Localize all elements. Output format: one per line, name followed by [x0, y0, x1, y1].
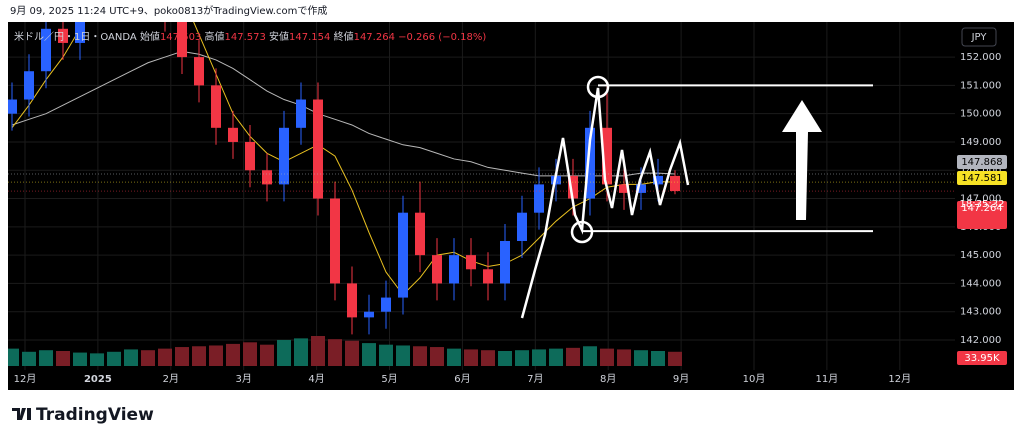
countdown: 18:35:32: [960, 199, 1005, 210]
volume-bar: [260, 345, 274, 366]
volume-bar: [90, 353, 104, 366]
y-tick-label: 144.000: [960, 278, 1001, 289]
volume-bar: [447, 349, 461, 366]
candle-body: [194, 57, 204, 85]
candle-body: [483, 269, 493, 283]
y-tick-label: 145.000: [960, 250, 1001, 261]
candle-body: [670, 176, 680, 191]
x-tick-label: 2月: [163, 373, 179, 385]
candle-body: [381, 298, 391, 312]
candle-body: [245, 142, 255, 170]
y-tick-label: 149.000: [960, 137, 1001, 148]
volume-bar: [481, 350, 495, 366]
candle-body: [24, 71, 34, 99]
y-tick-label: 142.000: [960, 335, 1001, 346]
volume-bar: [566, 348, 580, 366]
volume-bar: [209, 345, 223, 366]
x-tick-label: 3月: [236, 373, 252, 385]
chart-panel: [8, 22, 1014, 390]
volume-bar: [651, 351, 665, 366]
volume-bar: [124, 349, 138, 366]
candle-body: [313, 100, 323, 199]
x-tick-label: 7月: [527, 373, 543, 385]
y-tick-label: 152.000: [960, 52, 1001, 63]
volume-bar: [464, 349, 478, 366]
candle-body: [432, 255, 442, 283]
x-tick-label: 11月: [816, 373, 839, 385]
candle-body: [500, 241, 510, 283]
candle-body: [466, 255, 476, 269]
x-tick-label: 2025: [84, 374, 112, 385]
x-tick-label: 10月: [743, 373, 766, 385]
x-tick-label: 9月: [673, 373, 689, 385]
x-tick-label: 8月: [600, 373, 616, 385]
candle-body: [7, 100, 17, 114]
volume-bar: [107, 352, 121, 366]
volume-bar: [73, 353, 87, 366]
y-tick-label: 151.000: [960, 80, 1001, 91]
volume-bar: [413, 346, 427, 366]
legend: 米ドル／円・1日・OANDA 始値147.503 高値147.573 安値147…: [14, 30, 486, 43]
volume-bar: [634, 350, 648, 366]
volume-tag-label: 33.95K: [964, 353, 1000, 364]
brand: TradingView: [36, 405, 154, 425]
volume-bar: [226, 344, 240, 366]
volume-bar: [498, 351, 512, 366]
volume-bar: [56, 351, 70, 366]
candle-body: [534, 184, 544, 212]
candle-body: [449, 255, 459, 283]
volume-bar: [39, 350, 53, 366]
volume-bar: [311, 336, 325, 366]
x-tick-label: 12月: [888, 373, 911, 385]
volume-bar: [362, 343, 376, 366]
volume-bar: [141, 350, 155, 366]
logo: [12, 408, 31, 420]
volume-bar: [158, 349, 172, 366]
volume-bar: [277, 340, 291, 366]
volume-bar: [192, 346, 206, 366]
volume-bar: [396, 345, 410, 366]
x-tick-label: 12月: [14, 373, 37, 385]
volume-bar: [243, 342, 257, 366]
y-tick-label: 150.000: [960, 109, 1001, 120]
volume-bar: [5, 349, 19, 366]
candle-body: [330, 199, 340, 284]
candle-body: [364, 312, 374, 318]
volume-bar: [515, 350, 529, 366]
volume-bar: [668, 352, 682, 366]
volume-bar: [583, 346, 597, 366]
x-tick-label: 4月: [308, 373, 324, 385]
volume-bar: [600, 349, 614, 366]
candle-body: [279, 128, 289, 185]
volume-bar: [22, 352, 36, 366]
candle-body: [211, 85, 221, 127]
y-tick-label: 143.000: [960, 307, 1001, 318]
candle-body: [398, 213, 408, 298]
x-tick-label: 6月: [454, 373, 470, 385]
volume-bar: [294, 338, 308, 366]
candle-body: [517, 213, 527, 241]
candle-body: [347, 283, 357, 317]
volume-bar: [328, 339, 342, 366]
volume-bar: [175, 347, 189, 366]
volume-bar: [549, 349, 563, 366]
volume-bar: [532, 349, 546, 366]
currency: JPY: [971, 32, 988, 43]
candle-body: [415, 213, 425, 255]
volume-bar: [379, 345, 393, 366]
candle-body: [228, 128, 238, 142]
caption: 9月 09, 2025 11:24 UTC+9、poko0813がTrading…: [10, 4, 327, 17]
volume-bar: [345, 341, 359, 366]
volume-bar: [617, 349, 631, 366]
price-tag-label: 147.868: [961, 157, 1002, 168]
x-tick-label: 5月: [381, 373, 397, 385]
price-tag-label: 147.581: [961, 173, 1002, 184]
candle-body: [296, 100, 306, 128]
volume-bar: [430, 347, 444, 366]
